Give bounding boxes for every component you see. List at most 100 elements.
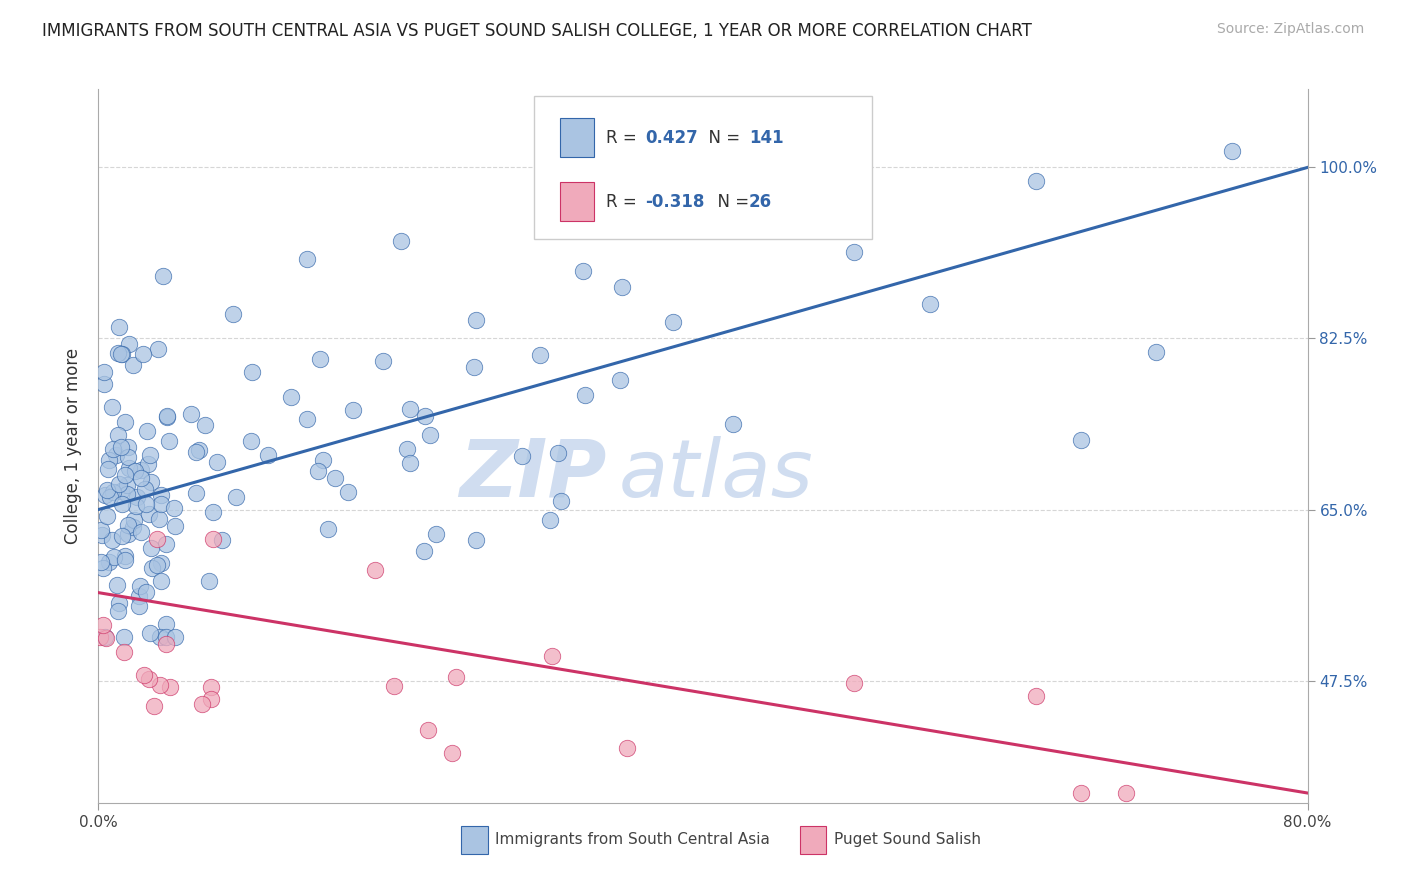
Point: [616, 740, 638, 755]
Point: [115, 478, 138, 492]
Point: [1024, 689, 1046, 703]
Point: [136, 424, 159, 438]
Point: [398, 456, 420, 470]
Point: [111, 496, 134, 510]
Point: [307, 464, 329, 478]
Point: [661, 315, 683, 329]
Point: [135, 584, 157, 599]
Point: [110, 440, 132, 454]
Point: [419, 427, 441, 442]
FancyBboxPatch shape: [561, 118, 595, 157]
Text: ZIP: ZIP: [458, 435, 606, 514]
Point: [114, 416, 136, 430]
Point: [148, 630, 170, 644]
Point: [90, 523, 112, 537]
Point: [364, 563, 387, 577]
Text: R =: R =: [606, 128, 643, 146]
Point: [538, 513, 561, 527]
Point: [114, 549, 136, 563]
Point: [413, 409, 436, 424]
Point: [163, 519, 186, 533]
Point: [117, 517, 139, 532]
Point: [610, 280, 633, 294]
Point: [129, 578, 152, 592]
Point: [107, 346, 129, 360]
Point: [1146, 344, 1168, 359]
Point: [138, 672, 160, 686]
Point: [96, 509, 118, 524]
Point: [399, 401, 422, 416]
Point: [465, 313, 488, 327]
Point: [225, 490, 247, 504]
Point: [440, 746, 463, 760]
Point: [96, 483, 118, 497]
Point: [163, 501, 186, 516]
Point: [93, 377, 115, 392]
Point: [425, 527, 447, 541]
Point: [93, 365, 115, 379]
Point: [395, 442, 418, 456]
Point: [155, 537, 177, 551]
Point: [143, 698, 166, 713]
Point: [197, 574, 219, 588]
Point: [101, 533, 124, 548]
Point: [107, 597, 129, 611]
Point: [280, 390, 302, 404]
Point: [150, 557, 173, 571]
Point: [295, 411, 318, 425]
Point: [134, 482, 156, 496]
FancyBboxPatch shape: [461, 826, 488, 855]
FancyBboxPatch shape: [534, 96, 872, 239]
Point: [149, 497, 172, 511]
Point: [98, 453, 121, 467]
Point: [316, 522, 339, 536]
Text: -0.318: -0.318: [645, 193, 704, 211]
Point: [240, 434, 263, 449]
Text: Puget Sound Salish: Puget Sound Salish: [834, 832, 980, 847]
Point: [155, 637, 177, 651]
Point: [90, 555, 112, 569]
Point: [146, 532, 169, 546]
Point: [94, 630, 117, 644]
Point: [110, 484, 132, 499]
Text: N =: N =: [707, 193, 754, 211]
Point: [211, 533, 233, 547]
Point: [129, 463, 152, 477]
Point: [205, 455, 228, 469]
Point: [98, 490, 121, 504]
Point: [129, 471, 152, 485]
Point: [124, 513, 146, 527]
Point: [1220, 145, 1243, 159]
Point: [191, 697, 214, 711]
Point: [186, 444, 208, 458]
Point: [609, 373, 631, 387]
Point: [103, 550, 125, 565]
Point: [574, 388, 596, 402]
Point: [337, 485, 360, 500]
Point: [97, 461, 120, 475]
Point: [115, 486, 138, 500]
Point: [108, 320, 131, 334]
Point: [138, 507, 160, 521]
Point: [1070, 786, 1092, 800]
Point: [139, 449, 162, 463]
Point: [101, 442, 124, 456]
Text: 0.427: 0.427: [645, 128, 697, 146]
Point: [94, 631, 117, 645]
Point: [134, 667, 156, 681]
Point: [257, 448, 280, 462]
Point: [148, 512, 170, 526]
Point: [510, 449, 533, 463]
Point: [91, 618, 114, 632]
FancyBboxPatch shape: [561, 182, 595, 221]
Point: [138, 457, 160, 471]
Point: [135, 498, 157, 512]
Point: [146, 558, 169, 573]
Point: [139, 625, 162, 640]
Point: [152, 268, 174, 283]
Point: [184, 485, 207, 500]
Point: [141, 475, 163, 489]
Point: [89, 630, 111, 644]
Point: [112, 645, 135, 659]
Point: [107, 477, 129, 491]
